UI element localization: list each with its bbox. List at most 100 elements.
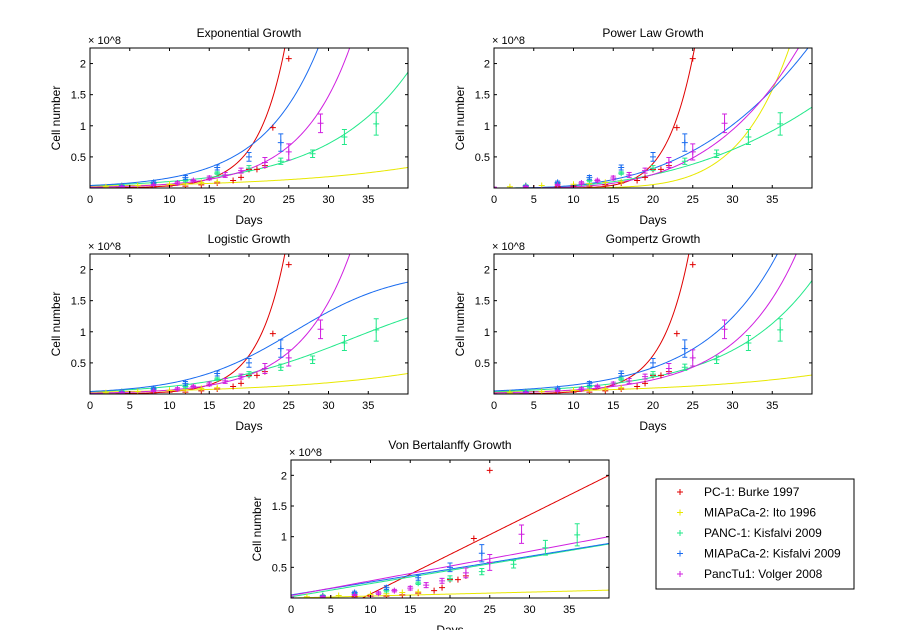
y-axis-label: Cell number bbox=[49, 86, 63, 151]
data-point bbox=[230, 383, 237, 390]
y-tick-label: 2 bbox=[80, 59, 86, 71]
x-tick-label: 5 bbox=[531, 400, 537, 412]
plot-area bbox=[291, 460, 609, 598]
data-point bbox=[341, 339, 348, 346]
data-point bbox=[246, 371, 252, 378]
legend: PC-1: Burke 1997 MIAPaCa-2: Ito 1996 PANC-… bbox=[655, 478, 855, 590]
x-tick-label: 25 bbox=[687, 400, 699, 412]
y-axis-label: Cell number bbox=[49, 292, 63, 357]
data-point bbox=[777, 326, 784, 333]
plot-area bbox=[494, 254, 812, 394]
data-point bbox=[777, 120, 784, 127]
fit-curve-1 bbox=[90, 48, 286, 188]
legend-item: MIAPaCa-2: Ito 1996 bbox=[677, 506, 816, 520]
x-tick-label: 35 bbox=[766, 400, 778, 412]
subplot-2: 0 5 10 15 20 25 30 35 0.5 1 1.5 2× 10^8 Power Law Gr… bbox=[453, 26, 813, 227]
data-point bbox=[214, 178, 221, 185]
data-point bbox=[277, 364, 284, 371]
data-point bbox=[673, 330, 680, 337]
data-point bbox=[246, 359, 252, 366]
x-axis-label: Days bbox=[235, 213, 262, 227]
x-tick-label: 25 bbox=[484, 604, 496, 616]
data-point bbox=[238, 167, 245, 174]
y-tick-label: 0.5 bbox=[71, 358, 86, 370]
data-point bbox=[494, 184, 497, 188]
y-multiplier-label: × 10^8 bbox=[88, 241, 121, 253]
x-tick-label: 0 bbox=[288, 604, 294, 616]
data-point bbox=[174, 180, 181, 187]
legend-marker bbox=[677, 509, 683, 516]
x-axis-label: Days bbox=[639, 419, 666, 433]
chart-title: Logistic Growth bbox=[208, 232, 291, 246]
data-point bbox=[657, 166, 664, 173]
data-point bbox=[618, 384, 625, 391]
data-point bbox=[486, 467, 493, 474]
fit-curve-4 bbox=[90, 281, 408, 393]
subplot-3: 0 5 10 15 20 25 30 35 0.5 1 1.5 2× 10^8 Logistic Gro… bbox=[49, 232, 409, 433]
chart-title: Von Bertalanffy Growth bbox=[388, 438, 511, 452]
y-multiplier-label: × 10^8 bbox=[492, 35, 525, 47]
x-tick-label: 30 bbox=[726, 194, 738, 206]
data-point bbox=[447, 564, 453, 571]
data-point bbox=[626, 377, 633, 384]
data-point bbox=[375, 590, 382, 597]
x-tick-label: 10 bbox=[567, 400, 579, 412]
data-point bbox=[602, 179, 609, 186]
fit-curve-5 bbox=[494, 254, 797, 394]
x-tick-label: 15 bbox=[203, 400, 215, 412]
data-point bbox=[246, 165, 252, 172]
data-point bbox=[238, 380, 245, 387]
x-tick-label: 20 bbox=[444, 604, 456, 616]
data-point bbox=[285, 261, 292, 268]
x-tick-label: 5 bbox=[127, 194, 133, 206]
data-point bbox=[214, 164, 221, 171]
data-point bbox=[462, 569, 469, 576]
data-point bbox=[681, 345, 688, 352]
y-tick-label: 1.5 bbox=[71, 90, 86, 102]
legend-item: PC-1: Burke 1997 bbox=[677, 485, 800, 499]
data-point bbox=[285, 354, 292, 361]
data-point bbox=[689, 148, 696, 155]
data-point bbox=[206, 381, 213, 388]
data-point bbox=[190, 383, 197, 390]
data-point bbox=[618, 164, 625, 171]
data-point bbox=[253, 166, 260, 173]
data-point bbox=[689, 354, 696, 361]
data-point bbox=[206, 175, 213, 182]
data-point bbox=[269, 124, 276, 131]
y-tick-label: 2 bbox=[281, 470, 287, 482]
data-point bbox=[303, 593, 310, 598]
chart-title: Exponential Growth bbox=[197, 26, 302, 40]
data-point bbox=[291, 594, 294, 598]
data-point bbox=[102, 183, 109, 188]
x-tick-label: 25 bbox=[283, 400, 295, 412]
x-axis-label: Days bbox=[235, 419, 262, 433]
y-tick-label: 0.5 bbox=[475, 358, 490, 370]
data-point bbox=[650, 165, 656, 172]
x-tick-label: 30 bbox=[322, 400, 334, 412]
x-tick-label: 35 bbox=[563, 604, 575, 616]
data-point bbox=[391, 587, 398, 594]
data-point bbox=[689, 55, 696, 62]
data-point bbox=[586, 380, 593, 387]
fit-curve-2 bbox=[291, 589, 609, 598]
x-tick-label: 25 bbox=[687, 194, 699, 206]
data-point bbox=[407, 585, 414, 592]
y-tick-label: 1.5 bbox=[272, 501, 287, 513]
data-point bbox=[214, 384, 221, 391]
x-tick-label: 5 bbox=[328, 604, 334, 616]
data-point bbox=[277, 158, 284, 165]
data-point bbox=[650, 371, 656, 378]
y-tick-label: 1 bbox=[80, 121, 86, 133]
data-point bbox=[618, 370, 625, 377]
data-point bbox=[578, 386, 585, 393]
data-point bbox=[431, 587, 438, 594]
data-point bbox=[610, 381, 617, 388]
x-tick-label: 35 bbox=[362, 400, 374, 412]
data-point bbox=[222, 377, 229, 384]
data-point bbox=[745, 133, 752, 140]
data-point bbox=[602, 385, 609, 392]
y-tick-label: 1 bbox=[281, 532, 287, 544]
x-tick-label: 15 bbox=[607, 194, 619, 206]
x-tick-label: 0 bbox=[87, 400, 93, 412]
